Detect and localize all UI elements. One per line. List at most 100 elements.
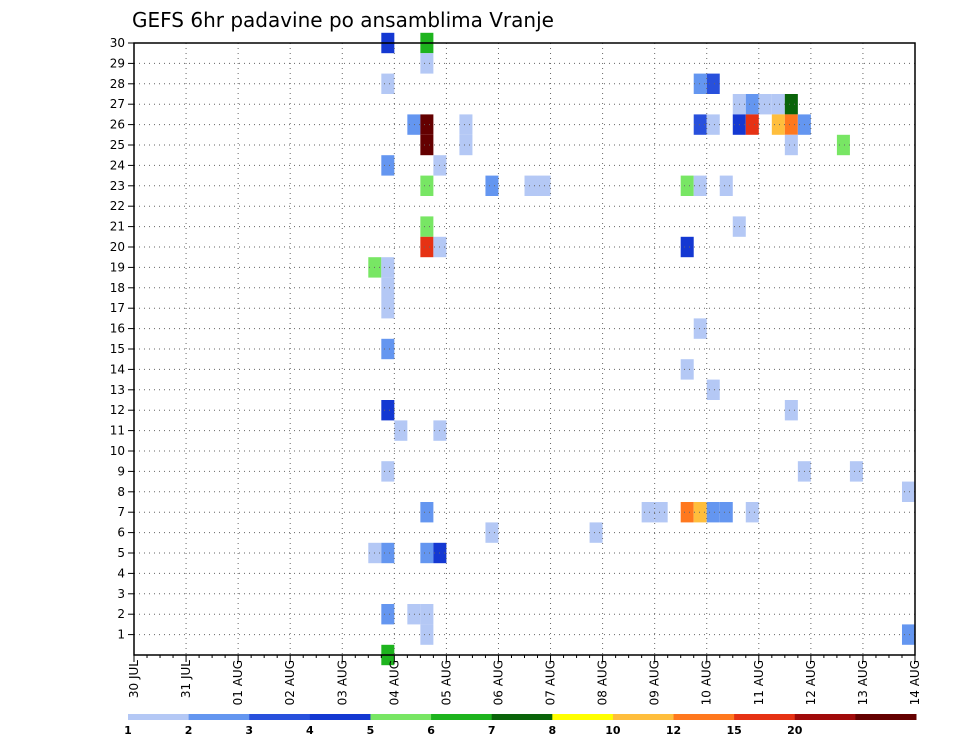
precip-cell bbox=[680, 359, 694, 380]
precip-cell bbox=[745, 502, 759, 523]
y-tick-label: 6 bbox=[117, 526, 125, 540]
precip-cell bbox=[680, 175, 694, 196]
colorbar-swatch bbox=[431, 714, 493, 720]
precip-cell bbox=[420, 236, 434, 258]
y-tick-label: 29 bbox=[110, 56, 125, 70]
precip-cell bbox=[706, 379, 720, 400]
precip-cell bbox=[459, 114, 473, 135]
precip-cell bbox=[771, 94, 785, 115]
precip-cell bbox=[420, 53, 434, 74]
colorbar-swatch bbox=[309, 714, 371, 720]
precip-cell bbox=[706, 73, 720, 94]
precip-cell bbox=[784, 94, 798, 115]
precip-cell bbox=[420, 134, 434, 156]
y-tick-label: 20 bbox=[110, 240, 125, 254]
precip-cell bbox=[381, 155, 395, 176]
y-tick-label: 8 bbox=[117, 485, 125, 499]
colorbar-label: 7 bbox=[488, 724, 496, 737]
chart-title: GEFS 6hr padavine po ansamblima Vranje bbox=[132, 8, 554, 32]
x-tick-label: 01 AUG bbox=[231, 660, 245, 705]
colorbar-label: 4 bbox=[306, 724, 314, 737]
precip-cell bbox=[784, 400, 798, 421]
y-tick-label: 3 bbox=[117, 587, 125, 601]
y-tick-label: 9 bbox=[117, 464, 125, 478]
colorbar: 1 2 3 4 5 6 7 8 10 12 15 20 bbox=[124, 714, 917, 737]
precip-cell bbox=[719, 175, 733, 196]
precip-cell bbox=[693, 502, 707, 523]
precip-cell bbox=[381, 338, 395, 360]
y-tick-label: 5 bbox=[117, 546, 125, 560]
precip-cell bbox=[420, 542, 434, 564]
colorbar-swatch bbox=[491, 714, 553, 720]
precip-cell bbox=[381, 73, 395, 94]
y-tick-label: 28 bbox=[110, 77, 125, 91]
x-tick-label: 02 AUG bbox=[283, 660, 297, 705]
precip-cell bbox=[381, 604, 395, 625]
y-tick-label: 13 bbox=[110, 383, 125, 397]
y-tick-label: 21 bbox=[110, 220, 125, 234]
precip-cell bbox=[420, 502, 434, 523]
precip-cell bbox=[784, 134, 798, 156]
colorbar-swatch bbox=[249, 714, 311, 720]
colorbar-label: 5 bbox=[367, 724, 375, 737]
precip-cell bbox=[524, 175, 538, 196]
precip-cell bbox=[420, 604, 434, 625]
y-tick-label: 23 bbox=[110, 179, 125, 193]
colorbar-label: 2 bbox=[185, 724, 193, 737]
x-tick-label: 30 JUL bbox=[127, 660, 141, 698]
y-tick-label: 11 bbox=[110, 424, 125, 438]
precip-cell bbox=[680, 502, 694, 523]
y-tick-label: 22 bbox=[110, 199, 125, 213]
precip-cell bbox=[706, 114, 720, 135]
precip-cell bbox=[836, 134, 850, 156]
x-tick-label: 05 AUG bbox=[439, 660, 453, 705]
precip-cell bbox=[589, 522, 603, 543]
precip-cell bbox=[680, 236, 694, 258]
y-tick-label: 15 bbox=[110, 342, 125, 356]
y-tick-label: 7 bbox=[117, 505, 125, 519]
precip-cell bbox=[745, 94, 759, 115]
x-tick-label: 03 AUG bbox=[335, 660, 349, 705]
y-tick-label: 2 bbox=[117, 607, 125, 621]
x-tick-label: 31 JUL bbox=[179, 660, 193, 698]
x-axis: 30 JUL 31 JUL 01 AUG 02 AUG 03 AUG 04 AUG 05 A… bbox=[127, 655, 922, 705]
y-tick-label: 4 bbox=[117, 566, 125, 580]
colorbar-swatch bbox=[552, 714, 614, 720]
y-tick-label: 30 bbox=[110, 36, 125, 50]
precip-cell bbox=[381, 257, 395, 278]
precip-cell bbox=[420, 175, 434, 196]
y-tick-label: 25 bbox=[110, 138, 125, 152]
y-tick-label: 12 bbox=[110, 403, 125, 417]
precip-cell bbox=[420, 216, 434, 237]
x-tick-label: 08 AUG bbox=[596, 660, 610, 705]
precip-cell bbox=[420, 624, 434, 645]
precip-cell bbox=[784, 114, 798, 135]
precip-cell bbox=[459, 134, 473, 156]
precip-cell bbox=[693, 73, 707, 94]
colorbar-label: 15 bbox=[726, 724, 741, 737]
colorbar-label: 8 bbox=[548, 724, 556, 737]
y-tick-label: 24 bbox=[110, 158, 125, 172]
x-tick-label: 04 AUG bbox=[387, 660, 401, 705]
precip-cell bbox=[381, 277, 395, 298]
precip-cell bbox=[901, 624, 915, 645]
colorbar-swatch bbox=[734, 714, 796, 720]
y-tick-label: 26 bbox=[110, 118, 125, 132]
colorbar-swatch bbox=[612, 714, 675, 720]
heatmap-cells bbox=[368, 32, 915, 666]
y-tick-label: 27 bbox=[110, 97, 125, 111]
y-tick-label: 17 bbox=[110, 301, 125, 315]
precip-cell bbox=[693, 114, 707, 135]
colorbar-swatch bbox=[128, 714, 190, 720]
y-tick-label: 10 bbox=[110, 444, 125, 458]
x-tick-label: 10 AUG bbox=[700, 660, 714, 705]
precip-cell bbox=[407, 114, 421, 135]
precip-cell bbox=[693, 318, 707, 339]
y-axis: 1234567891011121314151617181920212223242… bbox=[110, 36, 134, 642]
precip-cell bbox=[407, 604, 421, 625]
precip-cell bbox=[719, 502, 733, 523]
precip-cell bbox=[849, 461, 863, 482]
y-tick-label: 16 bbox=[110, 322, 125, 336]
precip-cell bbox=[381, 298, 395, 319]
